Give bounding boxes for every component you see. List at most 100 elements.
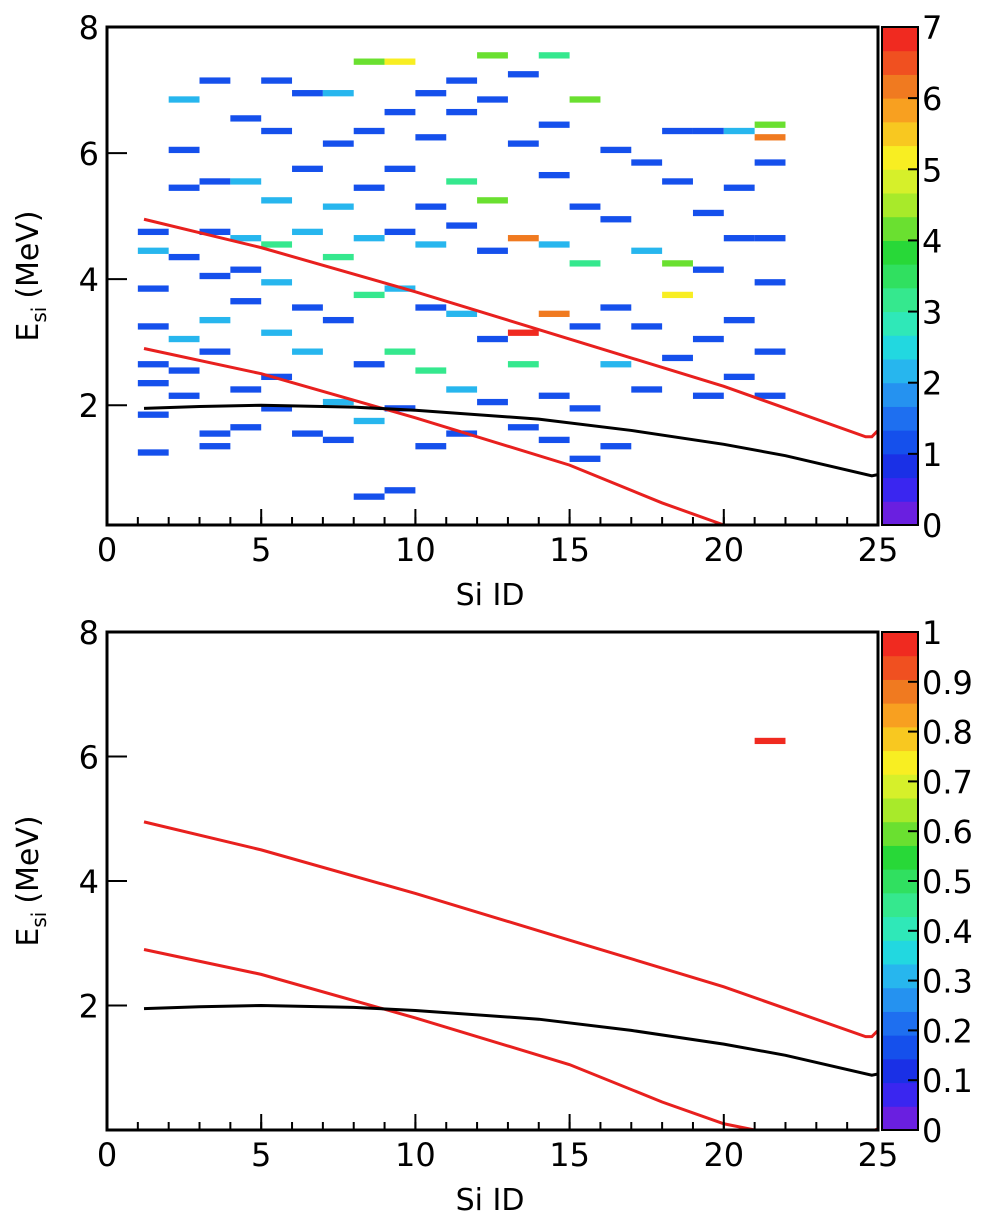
cell xyxy=(384,108,416,116)
cell xyxy=(446,77,478,84)
x-axis-label: Si ID xyxy=(456,1183,525,1218)
colorbar-band xyxy=(882,145,918,170)
cell xyxy=(415,304,447,311)
cell xyxy=(538,241,570,248)
cell xyxy=(477,52,508,59)
colorbar-band xyxy=(882,750,918,775)
cell xyxy=(168,96,200,103)
cell xyxy=(600,443,632,450)
y-label-base: E xyxy=(11,323,46,342)
y-axis-label: Esi (MeV) xyxy=(11,815,51,946)
cell xyxy=(384,487,416,494)
colorbar-band xyxy=(882,169,918,194)
colorbar-band xyxy=(882,335,918,360)
colorbar-band xyxy=(882,892,918,918)
cell xyxy=(692,392,724,399)
x-tick-label: 10 xyxy=(395,1136,436,1174)
z-tick-label: 0.3 xyxy=(922,963,973,1001)
curve xyxy=(143,1003,878,1077)
cell xyxy=(137,247,169,254)
colorbar-band xyxy=(882,940,918,965)
cell xyxy=(322,436,354,444)
cell xyxy=(569,455,601,462)
y-tick-label: 8 xyxy=(79,614,99,652)
cell xyxy=(199,272,231,280)
cell xyxy=(137,228,169,236)
z-tick-label: 0.5 xyxy=(922,863,973,901)
cell xyxy=(199,430,231,437)
cell xyxy=(137,285,169,292)
colorbar-band xyxy=(882,774,918,799)
z-tick-label: 0 xyxy=(922,1112,942,1150)
cell xyxy=(292,430,323,437)
z-tick-label: 0.2 xyxy=(922,1012,973,1050)
cell xyxy=(199,316,231,324)
cell xyxy=(538,310,570,317)
cell xyxy=(230,298,262,305)
cell xyxy=(662,354,693,362)
colorbar-band xyxy=(882,382,918,407)
cell xyxy=(322,398,354,406)
cell xyxy=(507,329,539,336)
cell xyxy=(662,178,693,185)
cell xyxy=(600,146,632,154)
x-tick-label: 5 xyxy=(251,531,271,569)
cell xyxy=(384,58,416,65)
cell xyxy=(353,361,385,368)
cell xyxy=(538,436,570,444)
cell xyxy=(754,134,786,141)
cell xyxy=(292,348,323,355)
cell xyxy=(261,77,293,84)
cell xyxy=(137,411,169,418)
cell xyxy=(322,316,354,324)
colorbar-band xyxy=(882,726,918,752)
cell xyxy=(199,443,231,450)
cell xyxy=(415,443,447,450)
x-tick-label: 0 xyxy=(97,531,117,569)
z-tick-label: 2 xyxy=(922,365,942,403)
cell xyxy=(230,266,262,273)
colorbar-frame xyxy=(881,26,919,526)
colorbar-band xyxy=(882,74,918,99)
curve xyxy=(143,948,878,1130)
cell xyxy=(723,373,755,381)
panel: 0 5 10 15 20 25 2 4 6 8 Si ID Esi (MeV) 0 1 2 3 4 5 6 7 xyxy=(11,9,942,613)
cell xyxy=(322,253,354,261)
cell xyxy=(477,247,508,254)
y-label-unit: (MeV) xyxy=(11,210,46,298)
cell xyxy=(754,159,786,166)
colorbar-band xyxy=(882,845,918,870)
y-tick-label: 6 xyxy=(79,135,99,173)
cell xyxy=(754,121,786,128)
cell xyxy=(446,430,478,437)
cell xyxy=(384,348,416,355)
cell xyxy=(261,241,293,248)
cell xyxy=(723,316,755,324)
cell xyxy=(168,335,200,343)
colorbar-band xyxy=(882,406,918,431)
cell xyxy=(507,424,539,431)
cell xyxy=(600,216,632,223)
cell xyxy=(199,228,231,236)
cell xyxy=(692,209,724,217)
colorbar-band xyxy=(882,264,918,289)
cell xyxy=(353,127,385,135)
z-tick-label: 0.9 xyxy=(922,664,973,702)
colorbar-band xyxy=(882,453,918,479)
y-tick-label: 4 xyxy=(79,863,99,901)
z-tick-label: 0.8 xyxy=(922,714,973,752)
colorbar-band xyxy=(882,1035,918,1060)
cell xyxy=(569,96,601,103)
cell xyxy=(631,247,663,254)
colorbar-band xyxy=(882,193,918,218)
cell xyxy=(230,386,262,393)
cell xyxy=(261,405,293,412)
colorbar-band xyxy=(882,987,918,1012)
cell xyxy=(631,386,663,393)
y-axis-label: Esi (MeV) xyxy=(11,210,51,341)
colorbar-band xyxy=(882,121,918,147)
cell xyxy=(415,367,447,374)
colorbar-band xyxy=(882,1082,918,1107)
colorbar-band xyxy=(882,430,918,455)
